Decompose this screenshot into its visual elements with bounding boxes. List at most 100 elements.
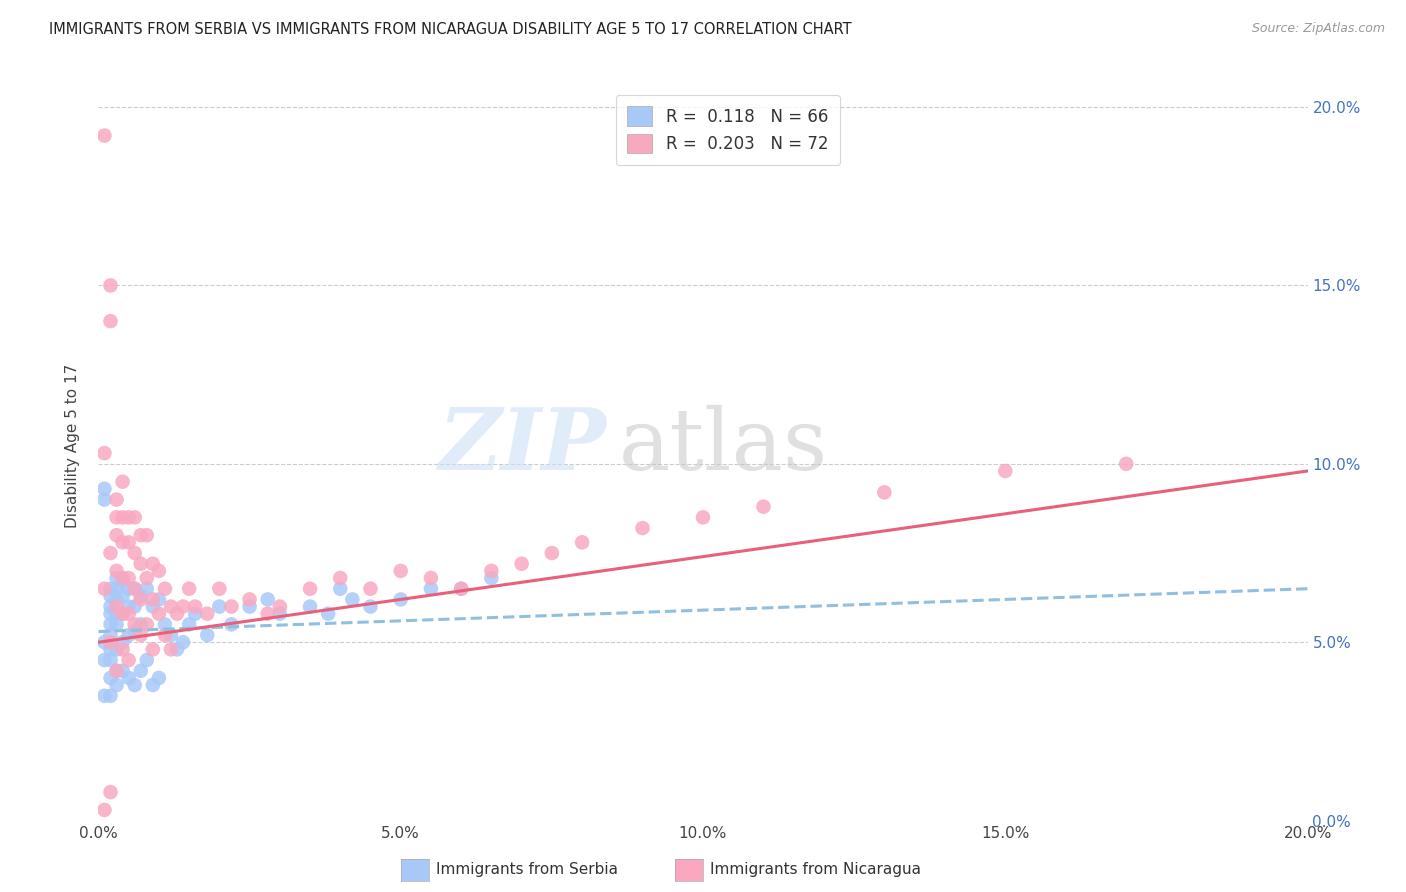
Point (510, 557, 533, 571)
Point (105, 528, 128, 542)
Point (420, 582, 443, 596)
Point (124, 582, 146, 596)
Point (135, 582, 157, 596)
Point (100, 653, 122, 667)
Point (135, 571, 157, 585)
Point (129, 664, 152, 678)
Point (111, 607, 134, 621)
Point (148, 592, 170, 607)
Point (450, 582, 472, 596)
Point (571, 535, 593, 549)
Point (105, 678, 128, 692)
Text: Immigrants from Serbia: Immigrants from Serbia (436, 863, 617, 877)
Point (195, 628, 218, 642)
Point (256, 607, 278, 621)
Point (100, 278, 122, 293)
Point (124, 599, 146, 614)
Point (124, 678, 146, 692)
Point (221, 599, 243, 614)
Point (124, 617, 146, 632)
Point (93, 635, 115, 649)
Point (105, 571, 128, 585)
Point (692, 510, 714, 524)
Point (329, 582, 352, 596)
Point (179, 582, 201, 596)
Point (389, 592, 412, 607)
Point (540, 546, 562, 560)
Text: Source: ZipAtlas.com: Source: ZipAtlas.com (1251, 22, 1385, 36)
Text: atlas: atlas (619, 404, 828, 488)
Point (105, 664, 128, 678)
Point (100, 635, 122, 649)
Point (100, 314, 122, 328)
Point (111, 475, 134, 489)
Point (129, 557, 152, 571)
Point (142, 678, 165, 692)
Point (100, 642, 122, 657)
Point (631, 521, 654, 535)
Point (100, 617, 122, 632)
Point (100, 628, 122, 642)
Point (105, 582, 128, 596)
Point (221, 617, 243, 632)
Point (93, 128, 115, 143)
Point (124, 624, 146, 639)
Point (360, 599, 382, 614)
Legend: R =  0.118   N = 66, R =  0.203   N = 72: R = 0.118 N = 66, R = 0.203 N = 72 (616, 95, 839, 165)
Point (299, 582, 322, 596)
Point (129, 592, 152, 607)
Point (118, 535, 141, 549)
Point (994, 464, 1017, 478)
Point (142, 642, 165, 657)
Point (111, 664, 134, 678)
Point (269, 599, 291, 614)
Point (93, 653, 115, 667)
Point (135, 653, 157, 667)
Point (105, 607, 128, 621)
Point (111, 642, 134, 657)
Point (105, 510, 128, 524)
Point (239, 599, 262, 614)
Point (105, 617, 128, 632)
Point (100, 546, 122, 560)
Point (135, 617, 157, 632)
Point (256, 592, 278, 607)
Point (299, 599, 322, 614)
Point (166, 607, 188, 621)
Point (420, 571, 443, 585)
Point (111, 535, 134, 549)
Point (100, 607, 122, 621)
Point (166, 642, 188, 657)
Point (129, 628, 152, 642)
Point (142, 592, 165, 607)
Point (93, 582, 115, 596)
Point (481, 564, 503, 578)
Point (148, 671, 170, 685)
Point (148, 564, 170, 578)
Point (111, 635, 134, 649)
Point (329, 571, 352, 585)
Point (179, 617, 201, 632)
Point (360, 582, 382, 596)
Point (100, 671, 122, 685)
Point (316, 607, 339, 621)
Text: IMMIGRANTS FROM SERBIA VS IMMIGRANTS FROM NICARAGUA DISABILITY AGE 5 TO 17 CORRE: IMMIGRANTS FROM SERBIA VS IMMIGRANTS FRO… (49, 22, 852, 37)
Point (135, 528, 157, 542)
Point (105, 599, 128, 614)
Point (118, 599, 141, 614)
Point (153, 628, 176, 642)
Point (111, 510, 134, 524)
Point (124, 546, 146, 560)
Point (100, 785, 122, 799)
Point (100, 582, 122, 596)
Point (269, 607, 291, 621)
Point (118, 607, 141, 621)
Point (118, 628, 141, 642)
Point (105, 492, 128, 507)
Point (118, 571, 141, 585)
Point (118, 671, 141, 685)
Point (160, 599, 183, 614)
Point (111, 607, 134, 621)
Point (172, 635, 194, 649)
Point (93, 689, 115, 703)
